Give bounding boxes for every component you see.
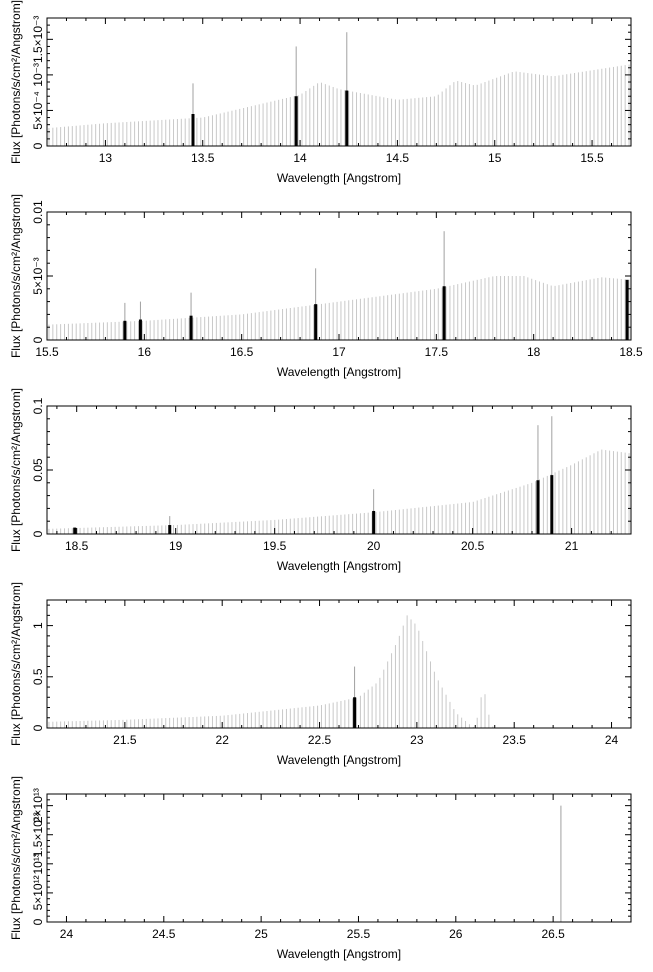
- y-axis-label: Flux [Photons/s/cm²/Angstrom]: [9, 388, 23, 552]
- x-tick-label: 22.5: [308, 733, 332, 747]
- y-tick-label: 5×10⁻⁴: [31, 91, 45, 130]
- x-tick-label: 18.5: [619, 345, 643, 359]
- y-tick-label: 1.5×10⁻³: [31, 16, 45, 63]
- x-axis-label: Wavelength [Angstrom]: [277, 559, 401, 573]
- continuum-bars: [48, 276, 630, 340]
- continuum-bars: [48, 64, 630, 146]
- x-tick-label: 15.5: [35, 345, 59, 359]
- x-tick-label: 25.5: [347, 927, 371, 941]
- x-tick-label: 15.5: [580, 151, 604, 165]
- y-tick-label: 0.01: [31, 200, 45, 224]
- spectrum-panel-1: 13 13.5 14 14.5 15 15.5 0 5×10⁻⁴ 10⁻³1.5×10⁻³ Wav…: [9, 0, 632, 185]
- x-axis-label: Wavelength [Angstrom]: [277, 365, 401, 379]
- x-tick-label: 15: [488, 151, 502, 165]
- y-tick-label: 10⁻³: [31, 63, 45, 87]
- y-tick-label: 10¹³: [31, 853, 45, 874]
- x-tick-label: 14: [293, 151, 307, 165]
- spectrum-panel-3: 18.5 19 19.5 20 20.5 21 0 0.05 0.1 Wavelength [An…: [9, 388, 632, 573]
- y-tick-label: 5×10⁻³: [31, 257, 45, 294]
- x-tick-label: 16.5: [230, 345, 254, 359]
- y-tick-label: 0: [31, 724, 45, 731]
- x-tick-label: 25: [254, 927, 268, 941]
- y-tick-label: 2×10¹³: [31, 788, 45, 823]
- x-tick-label: 21.5: [113, 733, 137, 747]
- y-tick-label: 0: [31, 336, 45, 343]
- x-tick-label: 21: [565, 539, 579, 553]
- x-axis-label: Wavelength [Angstrom]: [277, 947, 401, 961]
- x-tick-label: 23: [410, 733, 424, 747]
- y-axis-label: Flux [Photons/s/cm²/Angstrom]: [9, 0, 23, 164]
- y-tick-label: 1: [31, 622, 45, 629]
- x-tick-label: 18.5: [65, 539, 89, 553]
- y-tick-label: 0.1: [31, 397, 45, 414]
- x-tick-label: 19: [169, 539, 183, 553]
- plot-frame: [46, 599, 632, 729]
- x-tick-label: 18: [527, 345, 541, 359]
- x-tick-label: 26.5: [541, 927, 565, 941]
- y-tick-label: 0.05: [31, 458, 45, 482]
- spectrum-panel-2: 15.5 16 16.5 17 17.5 18 18.5 0 5×10⁻³ 0.01 Wavelen…: [9, 194, 643, 379]
- x-tick-label: 14.5: [386, 151, 410, 165]
- spectrum-panel-4: 21.5 22 22.5 23 23.5 24 0 0.5 1 Wavelength [Angst…: [9, 582, 632, 767]
- x-tick-label: 19.5: [263, 539, 287, 553]
- x-tick-label: 13.5: [191, 151, 215, 165]
- y-tick-label: 1.5×10¹³: [31, 812, 45, 857]
- y-tick-label: 5×10¹²: [31, 875, 45, 910]
- spectrum-panel-5: 24 24.5 25 25.5 26 26.5 0 5×10¹²10¹³1.5×10¹³2×1…: [9, 776, 632, 961]
- x-tick-label: 24.5: [152, 927, 176, 941]
- y-tick-label: 0: [31, 530, 45, 537]
- x-tick-label: 22: [216, 733, 230, 747]
- x-tick-label: 20.5: [461, 539, 485, 553]
- x-tick-label: 26: [449, 927, 463, 941]
- x-tick-label: 17.5: [425, 345, 449, 359]
- x-tick-label: 16: [138, 345, 152, 359]
- y-axis-label: Flux [Photons/s/cm²/Angstrom]: [9, 582, 23, 746]
- x-tick-label: 24: [605, 733, 619, 747]
- y-tick-label: 0: [31, 918, 45, 925]
- x-axis-label: Wavelength [Angstrom]: [277, 753, 401, 767]
- x-tick-label: 20: [367, 539, 381, 553]
- y-axis-label: Flux [Photons/s/cm²/Angstrom]: [9, 194, 23, 358]
- x-tick-label: 17: [332, 345, 346, 359]
- x-tick-label: 24: [60, 927, 74, 941]
- y-tick-label: 0: [31, 142, 45, 149]
- continuum-bars: [48, 615, 494, 728]
- x-axis-label: Wavelength [Angstrom]: [277, 171, 401, 185]
- x-tick-label: 13: [99, 151, 113, 165]
- x-tick-label: 23.5: [503, 733, 527, 747]
- panels: 13 13.5 14 14.5 15 15.5 0 5×10⁻⁴ 10⁻³1.5×10⁻³ Wav…: [9, 0, 643, 961]
- y-axis-label: Flux [Photons/s/cm²/Angstrom]: [9, 776, 23, 940]
- plot-frame: [46, 793, 632, 923]
- y-tick-label: 0.5: [31, 668, 45, 685]
- continuum-bars: [48, 449, 630, 534]
